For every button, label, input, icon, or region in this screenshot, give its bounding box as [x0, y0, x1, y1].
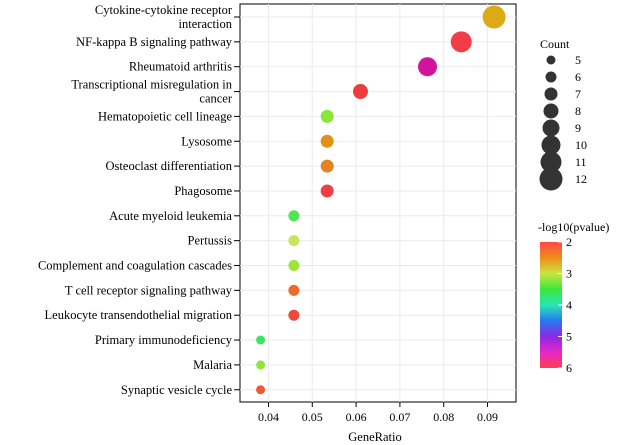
size-legend-title: Count: [540, 37, 570, 51]
point-rheumatoid-arthritis: [418, 57, 438, 77]
size-legend-label: 8: [575, 104, 581, 118]
point-cytokine-cytokine-receptor-interaction: [482, 5, 506, 29]
point-acute-myeloid-leukemia: [288, 210, 300, 222]
point-hematopoietic-cell-lineage: [320, 109, 334, 123]
size-legend-circle: [545, 71, 557, 83]
size-legend: Count 5 6 7 8 9 10 11 12: [539, 37, 587, 191]
x-tick-label: 0.08: [433, 410, 454, 424]
point-pertussis: [288, 235, 300, 247]
plot-panel: [239, 3, 517, 403]
color-legend-title: -log10(pvalue): [538, 220, 609, 234]
size-legend-circle: [546, 55, 556, 65]
point-leukocyte-transendothelial-migration: [288, 309, 300, 321]
category-label-rheumatoid-arthritis: Rheumatoid arthritis: [129, 60, 232, 74]
colorbar: [540, 242, 562, 368]
gridlines: [240, 4, 516, 402]
size-legend-circle: [544, 87, 558, 101]
category-label-transcriptional-misregulation-in-cancer: Transcriptional misregulation in cancer: [71, 78, 232, 106]
colorbar-tick-label: 2: [566, 235, 572, 249]
category-label-phagosome: Phagosome: [174, 184, 232, 198]
size-legend-label: 6: [575, 70, 581, 84]
point-synaptic-vesicle-cycle: [256, 385, 266, 395]
category-label-leukocyte-transendothelial-migration: Leukocyte transendothelial migration: [45, 308, 233, 322]
colorbar-tick-label: 6: [566, 361, 572, 375]
category-label-malaria: Malaria: [193, 358, 232, 372]
x-tick-label: 0.06: [346, 410, 367, 424]
data-points: [256, 5, 506, 395]
point-transcriptional-misregulation-in-cancer: [352, 84, 368, 100]
point-lysosome: [320, 134, 334, 148]
x-tick-label: 0.07: [389, 410, 410, 424]
size-legend-circle: [541, 135, 561, 155]
x-tick-label: 0.05: [302, 410, 323, 424]
colorbar-tick-label: 3: [566, 267, 572, 281]
category-label-pertussis: Pertussis: [188, 234, 233, 248]
point-osteoclast-differentiation: [320, 159, 334, 173]
size-legend-label: 11: [575, 155, 587, 169]
point-primary-immunodeficiency: [256, 335, 266, 345]
category-label-synaptic-vesicle-cycle: Synaptic vesicle cycle: [121, 383, 233, 397]
point-complement-and-coagulation-cascades: [288, 260, 300, 271]
category-label-primary-immunodeficiency: Primary immunodeficiency: [95, 333, 233, 347]
category-label-cytokine-cytokine-receptor-interaction: Cytokine-cytokine receptor interaction: [95, 3, 233, 31]
size-legend-circle: [539, 167, 563, 191]
category-label-complement-and-coagulation-cascades: Complement and coagulation cascades: [38, 259, 232, 273]
size-legend-label: 9: [575, 121, 581, 135]
size-legend-label: 7: [575, 87, 581, 101]
category-label-lysosome: Lysosome: [181, 134, 232, 148]
x-axis: 0.04 0.05 0.06 0.07 0.08 0.09: [258, 402, 498, 424]
point-nf-kappa-b-signaling-pathway: [450, 31, 472, 53]
size-legend-label: 12: [575, 172, 587, 186]
size-legend-circle: [540, 151, 562, 173]
category-label-osteoclast-differentiation: Osteoclast differentiation: [106, 159, 233, 173]
x-axis-title: GeneRatio: [348, 430, 401, 444]
colorbar-tick-label: 5: [566, 330, 572, 344]
colorbar-tick-label: 4: [566, 298, 572, 312]
size-legend-label: 5: [575, 53, 581, 67]
x-tick-label: 0.04: [258, 410, 279, 424]
point-malaria: [256, 360, 266, 370]
point-phagosome: [320, 184, 334, 198]
category-label-hematopoietic-cell-lineage: Hematopoietic cell lineage: [98, 109, 232, 123]
category-labels: Cytokine-cytokine receptor interaction NF-…: [38, 3, 240, 397]
category-label-acute-myeloid-leukemia: Acute myeloid leukemia: [109, 209, 232, 223]
size-legend-label: 10: [575, 138, 587, 152]
size-legend-circle: [542, 119, 560, 137]
x-tick-label: 0.09: [477, 410, 498, 424]
point-t-cell-receptor-signaling-pathway: [288, 284, 300, 296]
category-label-nf-kappa-b-signaling-pathway: NF-kappa B signaling pathway: [76, 35, 233, 49]
category-label-t-cell-receptor-signaling-pathway: T cell receptor signaling pathway: [65, 283, 233, 297]
size-legend-circle: [543, 103, 559, 119]
color-legend: -log10(pvalue) 2 3 4 5 6: [538, 220, 609, 375]
